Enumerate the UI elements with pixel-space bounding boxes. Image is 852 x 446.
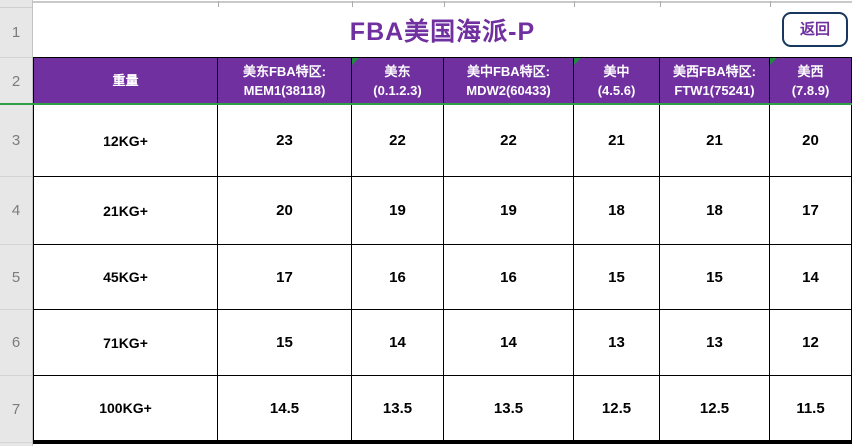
rate-cell[interactable]: 19 (444, 177, 574, 245)
rate-cell[interactable]: 14 (770, 245, 852, 310)
header-line1: 美中 (603, 63, 630, 79)
header-line2: FTW1(75241) (674, 82, 755, 98)
title-row: FBA美国海派-P 返回 (33, 8, 852, 58)
green-corner-flag-icon (770, 58, 777, 65)
rate-cell[interactable]: 18 (574, 177, 660, 245)
header-line1: 美中FBA特区: (466, 63, 551, 79)
table-row: 100KG+ 14.5 13.5 13.5 12.5 12.5 11.5 (33, 376, 852, 440)
header-line1: 重量 (112, 73, 139, 88)
rate-cell[interactable]: 17 (770, 177, 852, 245)
weight-cell[interactable]: 71KG+ (33, 310, 218, 376)
rate-cell[interactable]: 13 (574, 310, 660, 376)
gutter-corner (0, 0, 32, 8)
row-number[interactable]: 6 (0, 310, 32, 376)
rate-cell[interactable]: 19 (352, 177, 444, 245)
header-line2: MDW2(60433) (466, 82, 551, 98)
row-number[interactable]: 3 (0, 105, 32, 177)
rate-cell[interactable]: 20 (770, 105, 852, 177)
table-body: 12KG+ 23 22 22 21 21 20 21KG+ 20 19 19 18 18 17 45KG+ 1… (33, 105, 852, 440)
weight-cell[interactable]: 45KG+ (33, 245, 218, 310)
rate-cell[interactable]: 22 (352, 105, 444, 177)
row-number[interactable]: 4 (0, 177, 32, 245)
sheet-area: FBA美国海派-P 返回 重量 美东FBA特区: MEM1(38118) 美东 (0.1… (33, 0, 852, 446)
rate-cell[interactable]: 20 (218, 177, 352, 245)
top-row-sliver (33, 0, 852, 8)
header-line2: MEM1(38118) (243, 82, 326, 98)
column-boundary-tick (352, 1, 353, 7)
rate-cell[interactable]: 18 (660, 177, 770, 245)
row-number[interactable]: 1 (0, 8, 32, 58)
weight-cell[interactable]: 12KG+ (33, 105, 218, 177)
green-corner-flag-icon (574, 58, 581, 65)
header-cell[interactable]: 重量 (33, 58, 218, 103)
gutter-partial-row (0, 443, 32, 446)
page-title: FBA美国海派-P (349, 18, 536, 46)
header-line1: 美东 (384, 63, 411, 79)
table-top-border (33, 57, 852, 58)
column-boundary-tick (770, 1, 771, 7)
header-line2: (0.1.2.3) (373, 82, 422, 98)
rate-cell[interactable]: 15 (574, 245, 660, 310)
header-line1: 美西FBA特区: (672, 63, 757, 79)
rate-cell[interactable]: 12.5 (660, 376, 770, 440)
top-gridline (33, 1, 852, 3)
rate-cell[interactable]: 13.5 (444, 376, 574, 440)
rate-cell[interactable]: 14.5 (218, 376, 352, 440)
column-boundary-tick (218, 1, 219, 7)
row-number[interactable]: 7 (0, 376, 32, 443)
freeze-pane-line (0, 103, 852, 105)
table-row: 71KG+ 15 14 14 13 13 12 (33, 310, 852, 376)
header-cell[interactable]: 美西FBA特区: FTW1(75241) (660, 58, 770, 103)
header-cell[interactable]: 美西 (7.8.9) (770, 58, 852, 103)
rate-cell[interactable]: 12 (770, 310, 852, 376)
rate-cell[interactable]: 21 (660, 105, 770, 177)
header-cell[interactable]: 美中FBA特区: MDW2(60433) (444, 58, 574, 103)
weight-cell[interactable]: 100KG+ (33, 376, 218, 440)
rate-cell[interactable]: 14 (352, 310, 444, 376)
header-line2: (4.5.6) (597, 82, 636, 98)
table-row: 21KG+ 20 19 19 18 18 17 (33, 177, 852, 245)
table-row: 45KG+ 17 16 16 15 15 14 (33, 245, 852, 310)
rate-cell[interactable]: 13 (660, 310, 770, 376)
table-row: 12KG+ 23 22 22 21 21 20 (33, 105, 852, 177)
rate-cell[interactable]: 16 (352, 245, 444, 310)
rate-cell[interactable]: 17 (218, 245, 352, 310)
header-cell[interactable]: 美东 (0.1.2.3) (352, 58, 444, 103)
header-line1: 美东FBA特区: (242, 63, 327, 79)
row-number[interactable]: 2 (0, 58, 32, 105)
rate-cell[interactable]: 23 (218, 105, 352, 177)
rate-cell[interactable]: 12.5 (574, 376, 660, 440)
rate-cell[interactable]: 15 (218, 310, 352, 376)
rate-cell[interactable]: 13.5 (352, 376, 444, 440)
header-line2: (7.8.9) (791, 82, 830, 98)
header-row: 重量 美东FBA特区: MEM1(38118) 美东 (0.1.2.3) 美中FBA特区:… (33, 58, 852, 103)
weight-cell[interactable]: 21KG+ (33, 177, 218, 245)
table-bottom-border (33, 440, 852, 444)
row-number[interactable]: 5 (0, 245, 32, 310)
header-line1: 美西 (797, 63, 824, 79)
header-cell[interactable]: 美东FBA特区: MEM1(38118) (218, 58, 352, 103)
green-corner-flag-icon (352, 58, 359, 65)
column-boundary-tick (444, 1, 445, 7)
back-button[interactable]: 返回 (782, 12, 848, 47)
rate-cell[interactable]: 16 (444, 245, 574, 310)
column-boundary-tick (660, 1, 661, 7)
rate-cell[interactable]: 22 (444, 105, 574, 177)
rate-cell[interactable]: 15 (660, 245, 770, 310)
column-boundary-tick (574, 1, 575, 7)
rate-cell[interactable]: 14 (444, 310, 574, 376)
rate-cell[interactable]: 11.5 (770, 376, 852, 440)
rate-cell[interactable]: 21 (574, 105, 660, 177)
header-cell[interactable]: 美中 (4.5.6) (574, 58, 660, 103)
